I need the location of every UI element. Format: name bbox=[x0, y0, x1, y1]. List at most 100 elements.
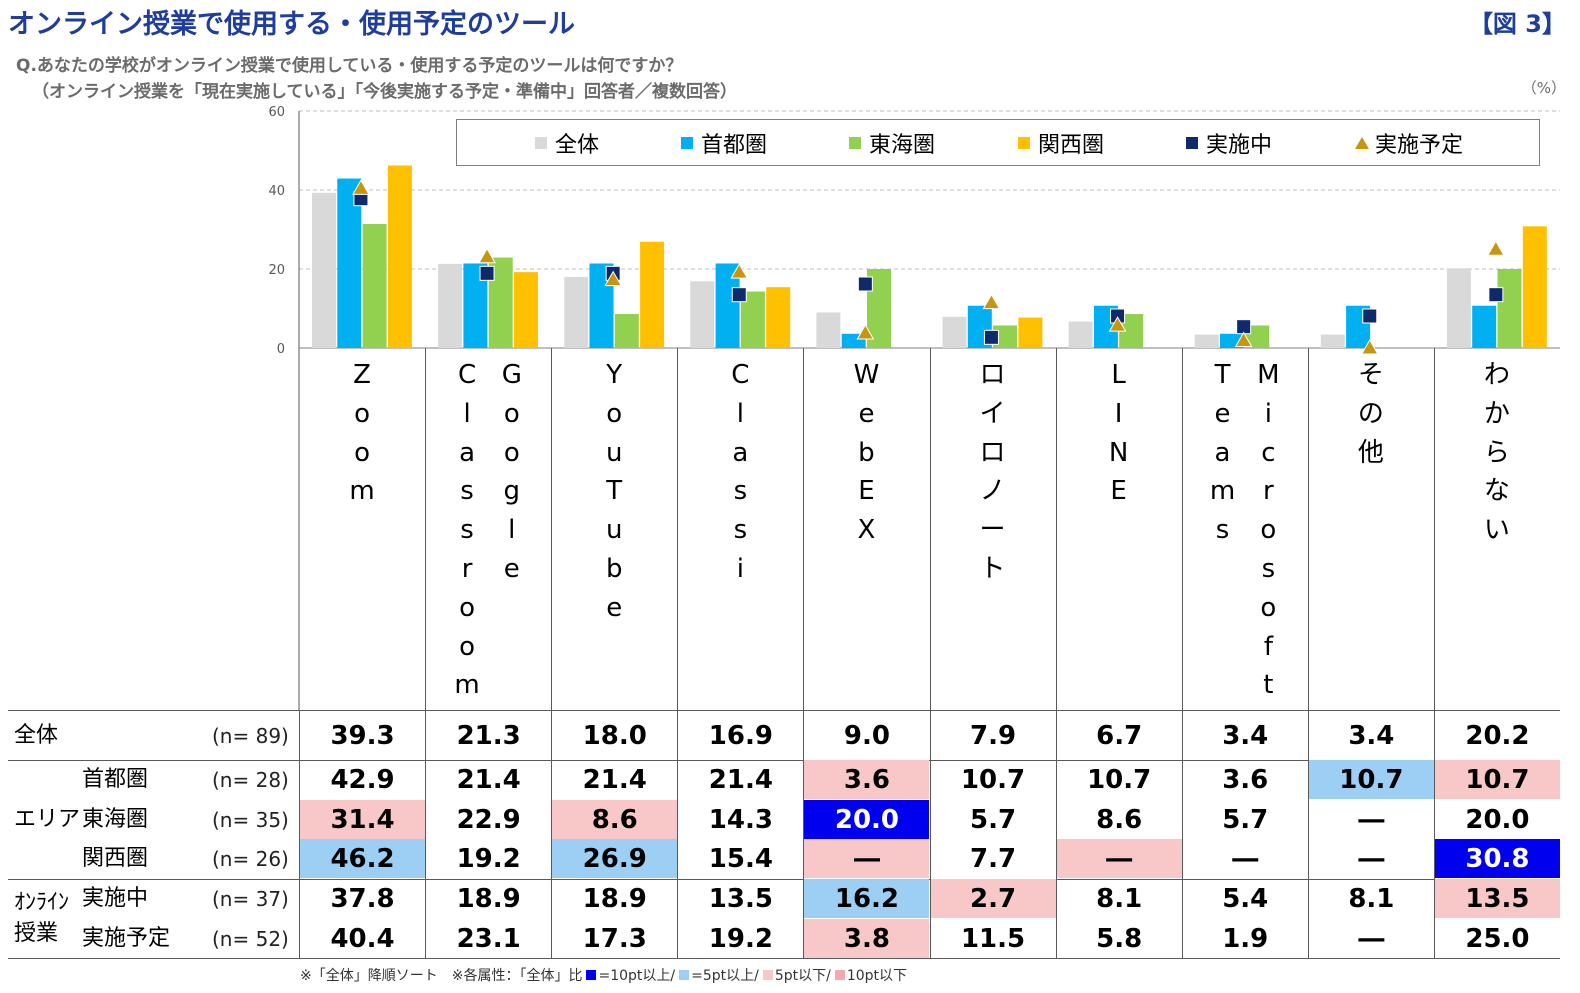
row-label: 関西圏 bbox=[82, 846, 149, 871]
table-cell: 20.2 bbox=[1465, 720, 1530, 751]
bar-tokai bbox=[1245, 325, 1270, 348]
footnote-minus5: 5pt以下/ bbox=[774, 968, 831, 984]
footnote-plus10: =10pt以上/ bbox=[598, 968, 676, 984]
legend-item-all: 全体 bbox=[535, 130, 600, 158]
marker-planned bbox=[352, 179, 370, 195]
category-label-column: ロイロノート bbox=[980, 356, 1006, 589]
marker-doing bbox=[479, 265, 495, 281]
legend-swatch-all bbox=[535, 137, 547, 149]
legend-item-tokai: 東海圏 bbox=[849, 130, 936, 158]
bar-kansai bbox=[640, 241, 665, 348]
legend-label: 首都圏 bbox=[701, 133, 768, 158]
category-char: な bbox=[1483, 476, 1510, 507]
category-char: s bbox=[733, 476, 748, 507]
table-cell: 11.5 bbox=[960, 923, 1026, 954]
row-label: 全体 bbox=[14, 723, 59, 748]
category-char: X bbox=[857, 515, 876, 546]
question-subtext: （オンライン授業を「現在実施している」「今後実施する予定・準備中」回答者／複数回… bbox=[32, 82, 737, 102]
marker-doing bbox=[1362, 308, 1378, 324]
table-cell: 6.7 bbox=[1096, 720, 1143, 751]
category-char: N bbox=[1108, 437, 1129, 468]
marker-planned bbox=[478, 247, 496, 264]
table-cell: 31.4 bbox=[300, 800, 426, 839]
table-cell: 20.0 bbox=[804, 800, 930, 839]
category-char: m bbox=[349, 476, 375, 507]
legend-label: 全体 bbox=[555, 133, 600, 158]
category-char: a bbox=[1214, 437, 1231, 468]
table-cell: ― bbox=[804, 839, 930, 878]
category-char: C bbox=[731, 360, 750, 390]
table-cell: 19.2 bbox=[708, 923, 773, 954]
table-cell: 21.3 bbox=[456, 720, 521, 751]
category-char: o bbox=[354, 437, 370, 468]
table-cell: 13.5 bbox=[708, 883, 773, 914]
bar-tokai bbox=[993, 325, 1018, 348]
table-cell: 37.8 bbox=[330, 883, 395, 914]
table-cell: 19.2 bbox=[456, 843, 521, 874]
figure-number: 【図 3】 bbox=[1468, 10, 1566, 38]
table-cell: 18.0 bbox=[582, 720, 647, 751]
category-char: e bbox=[606, 592, 623, 623]
unit-label: （%） bbox=[1521, 79, 1566, 97]
category-char: 他 bbox=[1357, 437, 1384, 468]
category-label: ロイロノート bbox=[930, 356, 1056, 589]
marker-planned bbox=[856, 323, 875, 340]
category-char: ー bbox=[979, 515, 1006, 546]
table-cell: ― bbox=[1358, 804, 1385, 835]
row-sample-size: (n= 35) bbox=[212, 808, 289, 832]
table-cell: 25.0 bbox=[1465, 923, 1530, 954]
category-char: o bbox=[606, 398, 623, 429]
category-char: t bbox=[1263, 670, 1274, 701]
bar-tokyo bbox=[337, 178, 362, 348]
table-cell: 1.9 bbox=[1222, 923, 1269, 954]
category-char: T bbox=[1214, 360, 1231, 390]
bar-all bbox=[312, 192, 336, 348]
category-char: T bbox=[606, 476, 623, 507]
category-char: b bbox=[605, 553, 623, 584]
table-cell: 5.4 bbox=[1222, 883, 1269, 914]
category-char: o bbox=[459, 631, 476, 662]
table-cell: 21.4 bbox=[456, 764, 521, 795]
category-char: そ bbox=[1357, 360, 1384, 390]
table-cell: 13.5 bbox=[1434, 879, 1560, 918]
table-cell: ― bbox=[1232, 843, 1259, 874]
category-char: l bbox=[736, 398, 744, 429]
category-char: i bbox=[736, 553, 744, 584]
category-label-column: その他 bbox=[1358, 356, 1384, 472]
table-cell: 8.1 bbox=[1348, 883, 1395, 914]
category-char: Y bbox=[606, 360, 623, 390]
marker-planned bbox=[730, 263, 749, 279]
y-tick-label: 60 bbox=[268, 105, 285, 120]
category-char: o bbox=[1260, 515, 1277, 546]
legend-swatch-minus5 bbox=[762, 970, 773, 980]
legend-label: 関西圏 bbox=[1038, 133, 1105, 158]
category-char: s bbox=[1215, 515, 1230, 546]
row-sample-size: (n= 26) bbox=[212, 847, 289, 871]
legend-swatch-tokyo bbox=[681, 137, 693, 149]
table-cell: 5.7 bbox=[1222, 804, 1269, 835]
legend-label: 東海圏 bbox=[869, 133, 936, 158]
table-cell: ― bbox=[1056, 839, 1182, 878]
y-tick-label: 20 bbox=[268, 263, 285, 278]
category-char: ロ bbox=[979, 437, 1006, 468]
table-cell: 3.6 bbox=[1222, 764, 1269, 795]
category-char: L bbox=[1111, 360, 1126, 390]
category-char: a bbox=[732, 437, 749, 468]
marker-doing bbox=[1488, 287, 1504, 303]
category-char: f bbox=[1263, 631, 1273, 662]
bar-tokyo bbox=[1472, 305, 1497, 348]
category-char: イ bbox=[979, 398, 1006, 429]
bar-all bbox=[690, 281, 715, 348]
table-cell: 14.3 bbox=[708, 804, 773, 835]
legend-swatch-doing bbox=[1186, 137, 1198, 149]
table-cell: 7.9 bbox=[970, 720, 1017, 751]
page-title: オンライン授業で使用する・使用予定のツール bbox=[8, 9, 575, 40]
row-group-label: エリア bbox=[14, 807, 81, 832]
